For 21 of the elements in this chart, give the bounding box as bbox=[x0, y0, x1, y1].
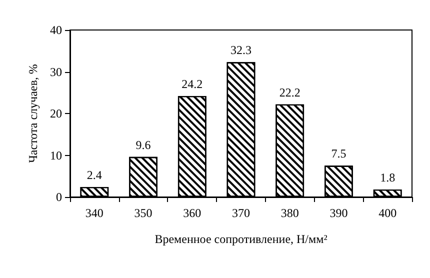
x-tick-label: 350 bbox=[134, 206, 152, 220]
y-tick-label: 30 bbox=[50, 64, 62, 79]
data-label: 1.8 bbox=[380, 170, 396, 184]
y-axis-title: Частота случаев, % bbox=[26, 64, 40, 163]
y-tick-label: 20 bbox=[50, 106, 62, 120]
x-tick-label: 400 bbox=[378, 206, 397, 220]
data-label: 9.6 bbox=[136, 138, 151, 152]
data-label: 32.3 bbox=[230, 43, 252, 58]
data-label: 7.5 bbox=[331, 146, 346, 161]
x-tick-label: 340 bbox=[85, 206, 104, 220]
x-tick-label: 360 bbox=[183, 206, 202, 220]
x-axis-title: Временное сопротивление, Н/мм² bbox=[154, 232, 328, 246]
x-tick-label: 390 bbox=[330, 206, 348, 220]
x-tick-label: 370 bbox=[232, 206, 250, 220]
data-label: 2.4 bbox=[86, 168, 102, 182]
y-tick-label: 40 bbox=[50, 23, 62, 37]
y-tick-label: 10 bbox=[50, 148, 62, 162]
x-tick-label: 380 bbox=[280, 206, 299, 220]
data-label: 22.2 bbox=[279, 85, 300, 100]
data-label: 24.2 bbox=[182, 76, 203, 91]
y-tick-label: 0 bbox=[56, 190, 62, 204]
